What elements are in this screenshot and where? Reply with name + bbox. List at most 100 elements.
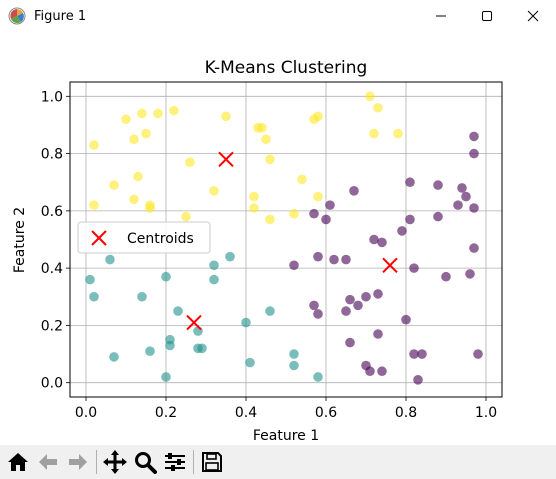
matplotlib-figure-icon: [8, 7, 26, 25]
data-point-right: [469, 148, 479, 159]
data-point-right: [345, 337, 355, 348]
configure-subplots-button[interactable]: [160, 447, 190, 477]
maximize-button[interactable]: [464, 0, 510, 32]
centroid-markers: [186, 151, 398, 331]
back-arrow-icon: [39, 454, 57, 470]
data-point-right: [289, 260, 299, 271]
data-point-top: [249, 191, 259, 202]
data-point-right: [313, 309, 323, 319]
data-point-top: [365, 91, 375, 102]
data-point-top: [133, 171, 143, 182]
centroid-marker: [382, 257, 398, 273]
data-point-right: [373, 329, 383, 339]
toolbar-separator: [96, 450, 97, 474]
data-point-right: [409, 263, 419, 273]
window-title: Figure 1: [34, 8, 87, 24]
y-tick-label: 0.2: [41, 318, 63, 334]
forward-button[interactable]: [63, 447, 93, 477]
data-point-top: [289, 208, 299, 219]
data-point-bottom: [245, 357, 255, 368]
data-point-bottom: [173, 306, 183, 316]
data-point-top: [369, 128, 379, 139]
data-point-top: [257, 123, 267, 133]
minimize-button[interactable]: [418, 0, 464, 32]
data-point-right: [413, 375, 423, 385]
data-point-right: [365, 366, 375, 377]
y-tick-label: 0.4: [41, 261, 63, 277]
pan-button[interactable]: [100, 447, 130, 477]
data-point-top: [209, 186, 219, 196]
data-point-right: [405, 214, 415, 225]
data-point-top: [313, 191, 323, 202]
legend-label-centroids: Centroids: [127, 231, 194, 247]
data-point-top: [89, 140, 99, 150]
data-point-right: [417, 349, 427, 359]
forward-arrow-icon: [69, 454, 87, 470]
data-point-top: [297, 174, 307, 185]
window-controls: [418, 0, 556, 32]
data-point-top: [169, 105, 179, 116]
data-point-bottom: [85, 274, 95, 285]
save-button[interactable]: [197, 447, 227, 477]
data-point-top: [129, 194, 139, 205]
legend-centroid-marker: [91, 230, 107, 246]
x-tick-label: 0.4: [235, 405, 257, 421]
data-point-bottom: [161, 372, 171, 382]
figure-canvas[interactable]: K-Means Clustering 0.0 0.2 0.4 0.6 0.8 1.0 0.0…: [0, 32, 556, 445]
x-axis-label: Feature 1: [253, 428, 319, 444]
data-point-top: [141, 128, 151, 139]
data-point-right: [353, 300, 363, 311]
data-point-right: [469, 243, 479, 253]
zoom-icon: [135, 452, 157, 474]
data-point-right: [373, 289, 383, 299]
navigation-toolbar: [0, 445, 556, 479]
scatter-chart: K-Means Clustering 0.0 0.2 0.4 0.6 0.8 1.00.0…: [12, 58, 503, 444]
data-point-bottom: [145, 346, 155, 356]
axis-ticks: 0.0 0.2 0.4 0.6 0.8 1.0 0.0 0.2 0.4 0.6 0.8 1.0: [41, 89, 497, 421]
y-tick-label: 0.6: [41, 204, 63, 220]
x-tick-label: 0.6: [315, 405, 337, 421]
data-point-right: [321, 214, 331, 225]
data-point-top: [221, 111, 231, 122]
data-point-bottom: [137, 291, 147, 302]
data-point-top: [153, 108, 163, 119]
data-point-right: [397, 226, 407, 236]
y-tick-label: 0.8: [41, 147, 63, 163]
toolbar-separator: [193, 450, 194, 474]
data-point-right: [461, 191, 471, 202]
legend: Centroids: [77, 221, 211, 254]
grid-lines: [70, 82, 502, 397]
data-point-right: [377, 366, 387, 377]
data-point-top: [129, 134, 139, 145]
data-point-right: [453, 200, 463, 210]
x-tick-label: 0.8: [395, 405, 417, 421]
data-point-top: [265, 214, 275, 225]
data-point-right: [409, 349, 419, 359]
x-tick-label: 0.0: [75, 405, 97, 421]
save-icon: [202, 452, 222, 472]
data-point-right: [349, 186, 359, 196]
legend-box: [77, 221, 211, 254]
chart-title: K-Means Clustering: [205, 58, 368, 78]
data-point-top: [265, 154, 275, 165]
data-point-top: [373, 102, 383, 113]
back-button[interactable]: [33, 447, 63, 477]
data-point-bottom: [289, 349, 299, 359]
close-button[interactable]: [510, 0, 556, 32]
data-point-right: [341, 254, 351, 265]
data-point-right: [469, 203, 479, 213]
maximize-icon: [482, 11, 492, 21]
centroid-marker: [186, 314, 202, 331]
zoom-button[interactable]: [130, 447, 160, 477]
home-icon: [8, 453, 28, 471]
data-point-bottom: [105, 254, 115, 265]
data-point-top: [185, 157, 195, 167]
data-point-top: [313, 111, 323, 122]
home-button[interactable]: [3, 447, 33, 477]
data-point-right: [329, 254, 339, 265]
data-point-top: [181, 211, 191, 222]
data-point-top: [109, 180, 119, 190]
window-titlebar: Figure 1: [0, 0, 556, 32]
data-point-right: [341, 306, 351, 316]
data-point-right: [473, 349, 483, 359]
